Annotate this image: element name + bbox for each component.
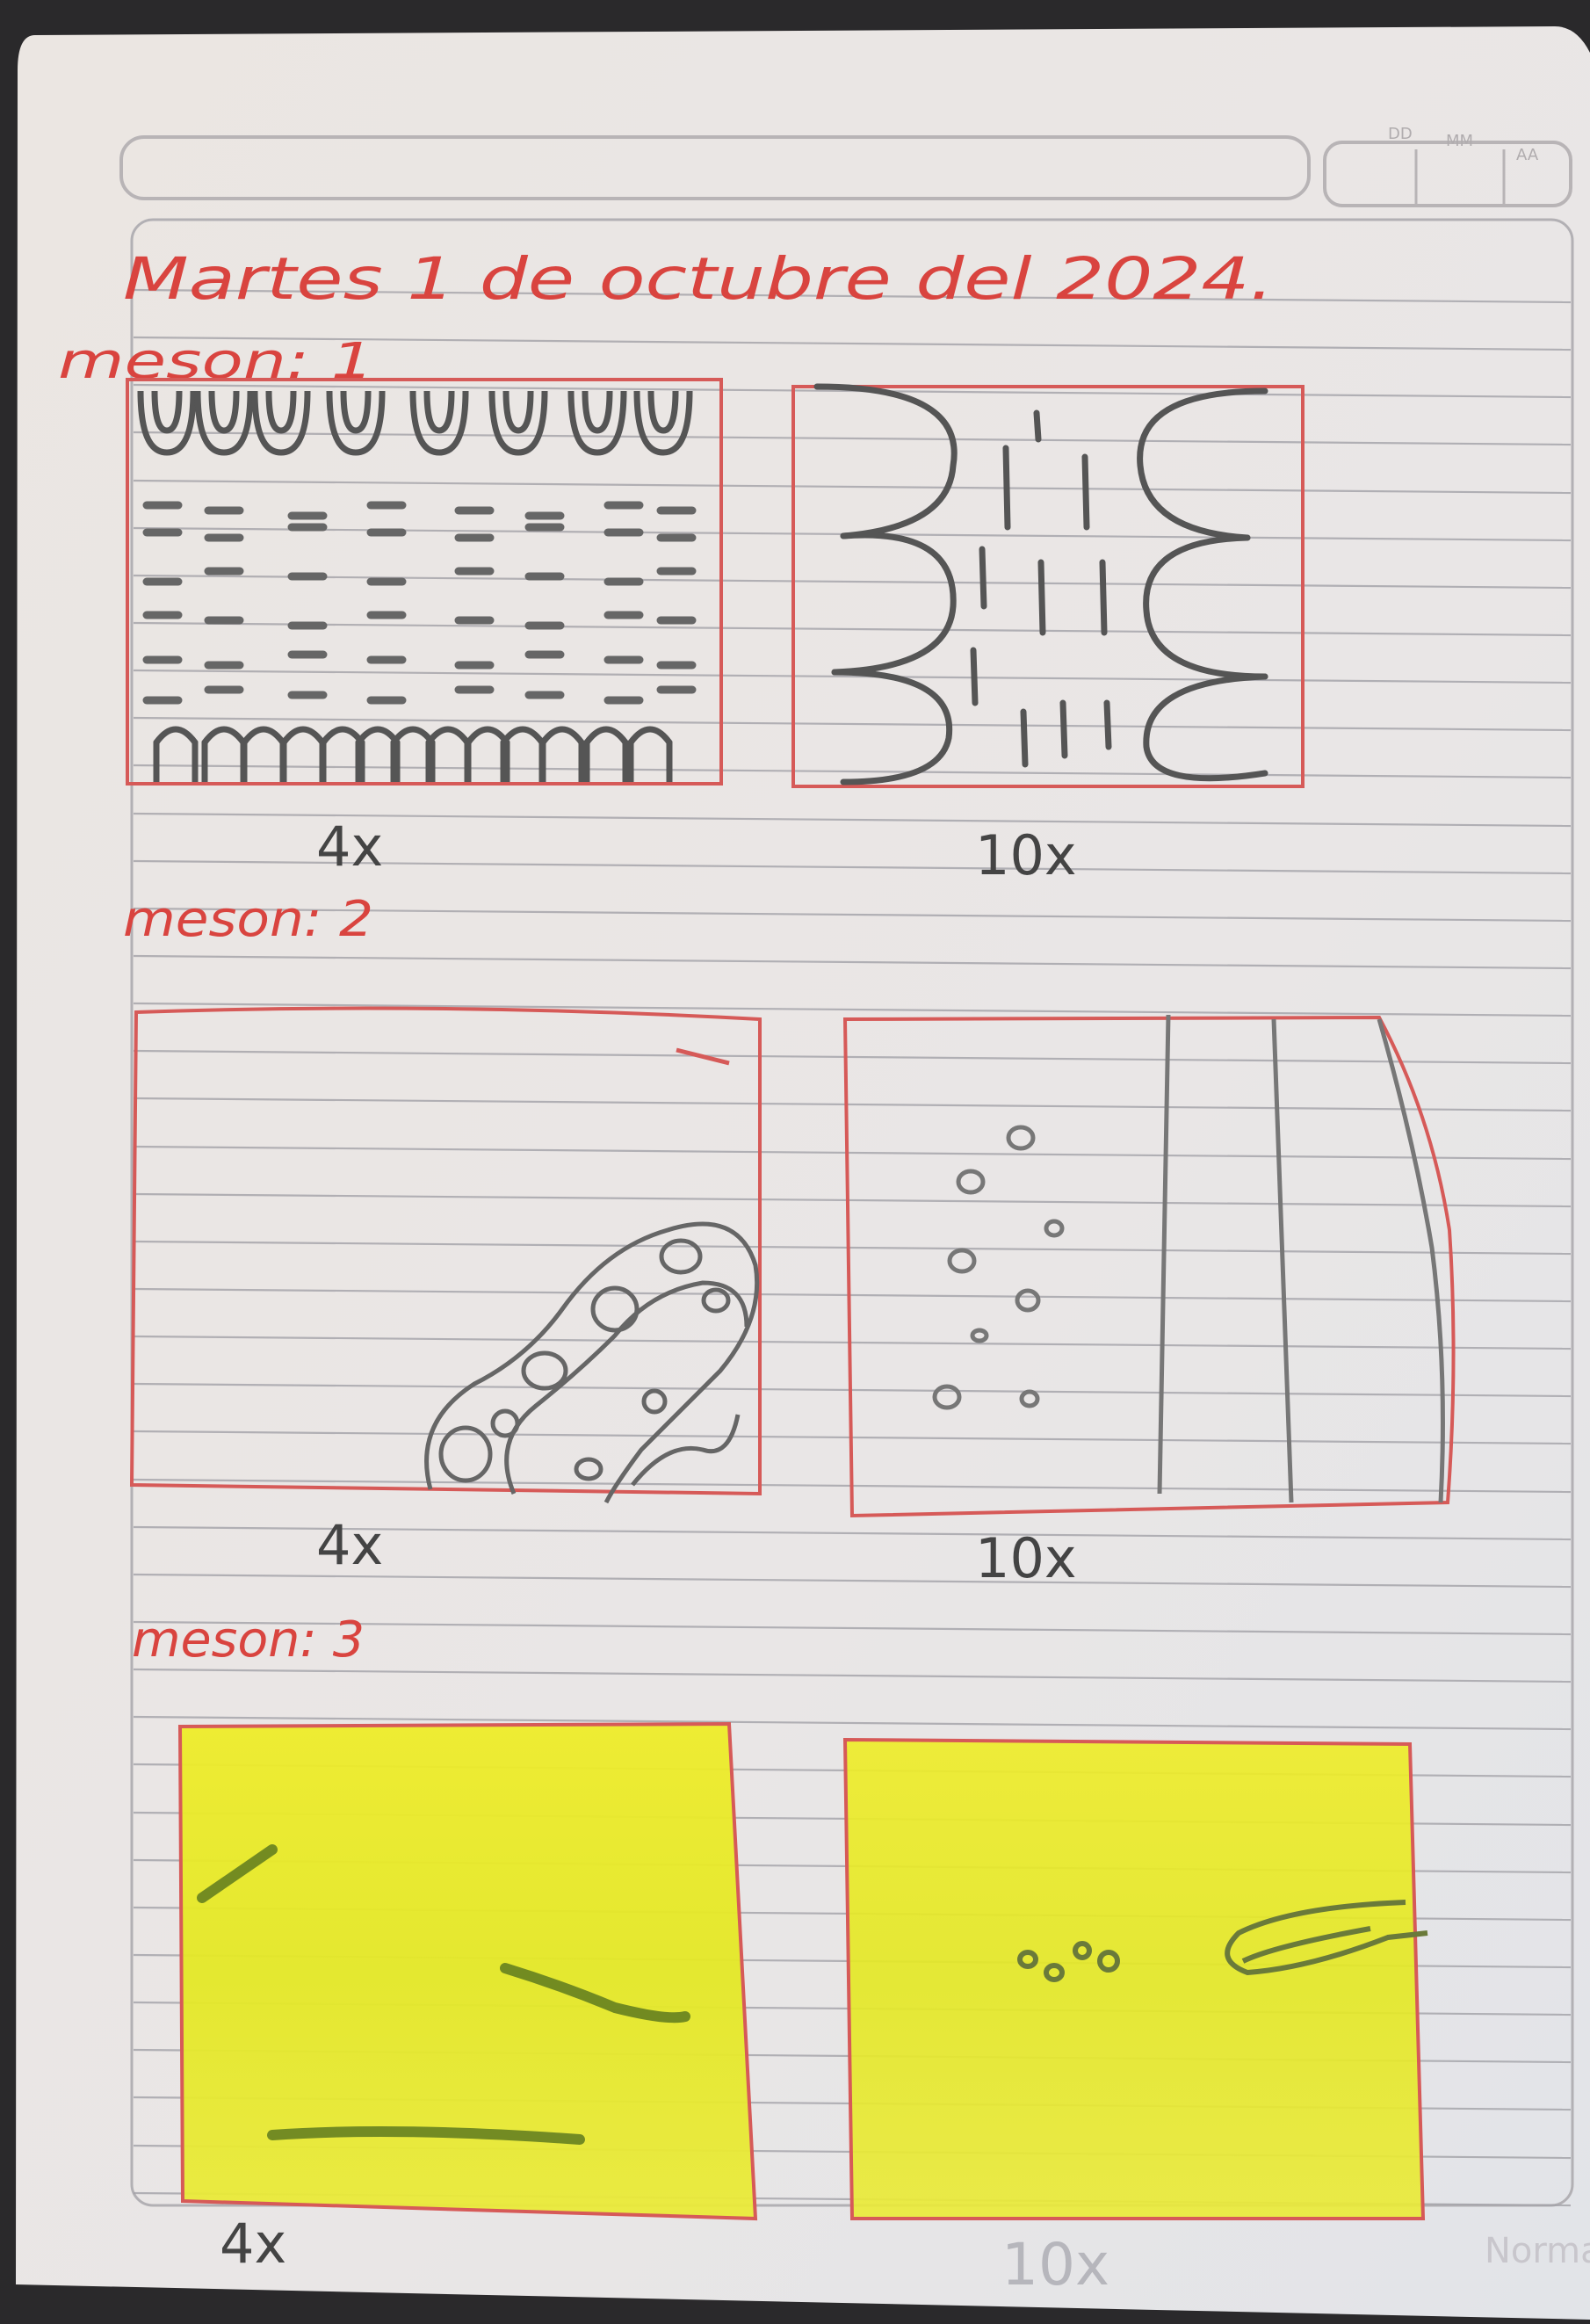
year-label: AA (1516, 146, 1539, 164)
rule-line (133, 1097, 1572, 1112)
cell-arch (409, 390, 469, 456)
drawing-meson2-10x (842, 1014, 1456, 1518)
rule-line (133, 907, 1572, 923)
day-label: DD (1388, 125, 1413, 143)
rule-line (133, 1668, 1572, 1683)
section-label-3: meson: 3 (132, 1611, 365, 1669)
rule-line (133, 1335, 1572, 1350)
rule-line (133, 574, 1572, 590)
rule-line (133, 1002, 1572, 1017)
rule-line (133, 764, 1572, 779)
page-title: Martes 1 de octubre del 2024. (123, 245, 1274, 313)
rule-line (133, 669, 1572, 684)
section-label-2: meson: 2 (123, 891, 373, 948)
month-label: MM (1446, 132, 1473, 150)
rule-line (133, 336, 1572, 351)
drawing-meson3-10x (842, 1737, 1428, 2220)
rule-line (133, 1382, 1572, 1398)
caption-meson1-10x: 10x (975, 823, 1077, 887)
cell-arch-bottom (153, 726, 199, 782)
cell-arch (567, 390, 627, 456)
cell-arch (326, 390, 386, 456)
caption-meson1-4x: 4x (316, 814, 383, 879)
drawing-meson3-4x (177, 1721, 758, 2221)
caption-meson2-4x: 4x (316, 1513, 383, 1577)
rule-line (133, 479, 1572, 495)
rule-line (133, 1287, 1572, 1303)
drawing-meson2-4x (129, 1006, 762, 1504)
cell-arch (488, 390, 548, 456)
cell-arch (137, 390, 197, 456)
rule-line (133, 716, 1572, 732)
cell-arch-inner (151, 390, 183, 434)
rule-line (133, 383, 1572, 399)
rule-line (133, 1240, 1572, 1256)
cell-arch-inner (208, 390, 240, 434)
cell-arch-inner (265, 390, 297, 434)
cell-arch (633, 390, 693, 456)
brand-logo: Norma (1485, 2231, 1590, 2271)
header-bar: DD MM AA (119, 125, 1572, 207)
rule-line (133, 1573, 1572, 1589)
caption-meson2-10x: 10x (975, 1526, 1077, 1590)
rule-line (133, 1049, 1572, 1065)
rule-line (133, 431, 1572, 446)
cell-arch-inner (423, 390, 455, 434)
drawing-meson1-4x (126, 378, 723, 786)
cell-arch-bottom (539, 726, 585, 782)
cell-arch-inner (647, 390, 679, 434)
rule-line (133, 954, 1572, 970)
cell-arch-inner (502, 390, 534, 434)
caption-meson3-10x: 10x (1001, 2231, 1109, 2299)
cell-arch-bottom (627, 726, 673, 782)
rule-line (133, 812, 1572, 828)
rule-line (133, 621, 1572, 637)
rule-line (133, 288, 1572, 304)
rule-line (133, 1525, 1572, 1541)
caption-meson3-4x: 4x (220, 2212, 286, 2276)
rule-line (133, 1715, 1572, 1731)
rule-line (133, 1620, 1572, 1636)
cell-arch-bottom (583, 726, 629, 782)
drawing-meson1-10x (791, 383, 1305, 788)
cell-arch-inner (340, 390, 372, 434)
cell-arch (251, 390, 311, 456)
rule-line (133, 1192, 1572, 1208)
cell-arch (194, 390, 254, 456)
rule-line (133, 859, 1572, 875)
section-label-1: meson: 1 (58, 333, 374, 390)
cell-arch-inner (582, 390, 613, 434)
rule-line (133, 1145, 1572, 1161)
